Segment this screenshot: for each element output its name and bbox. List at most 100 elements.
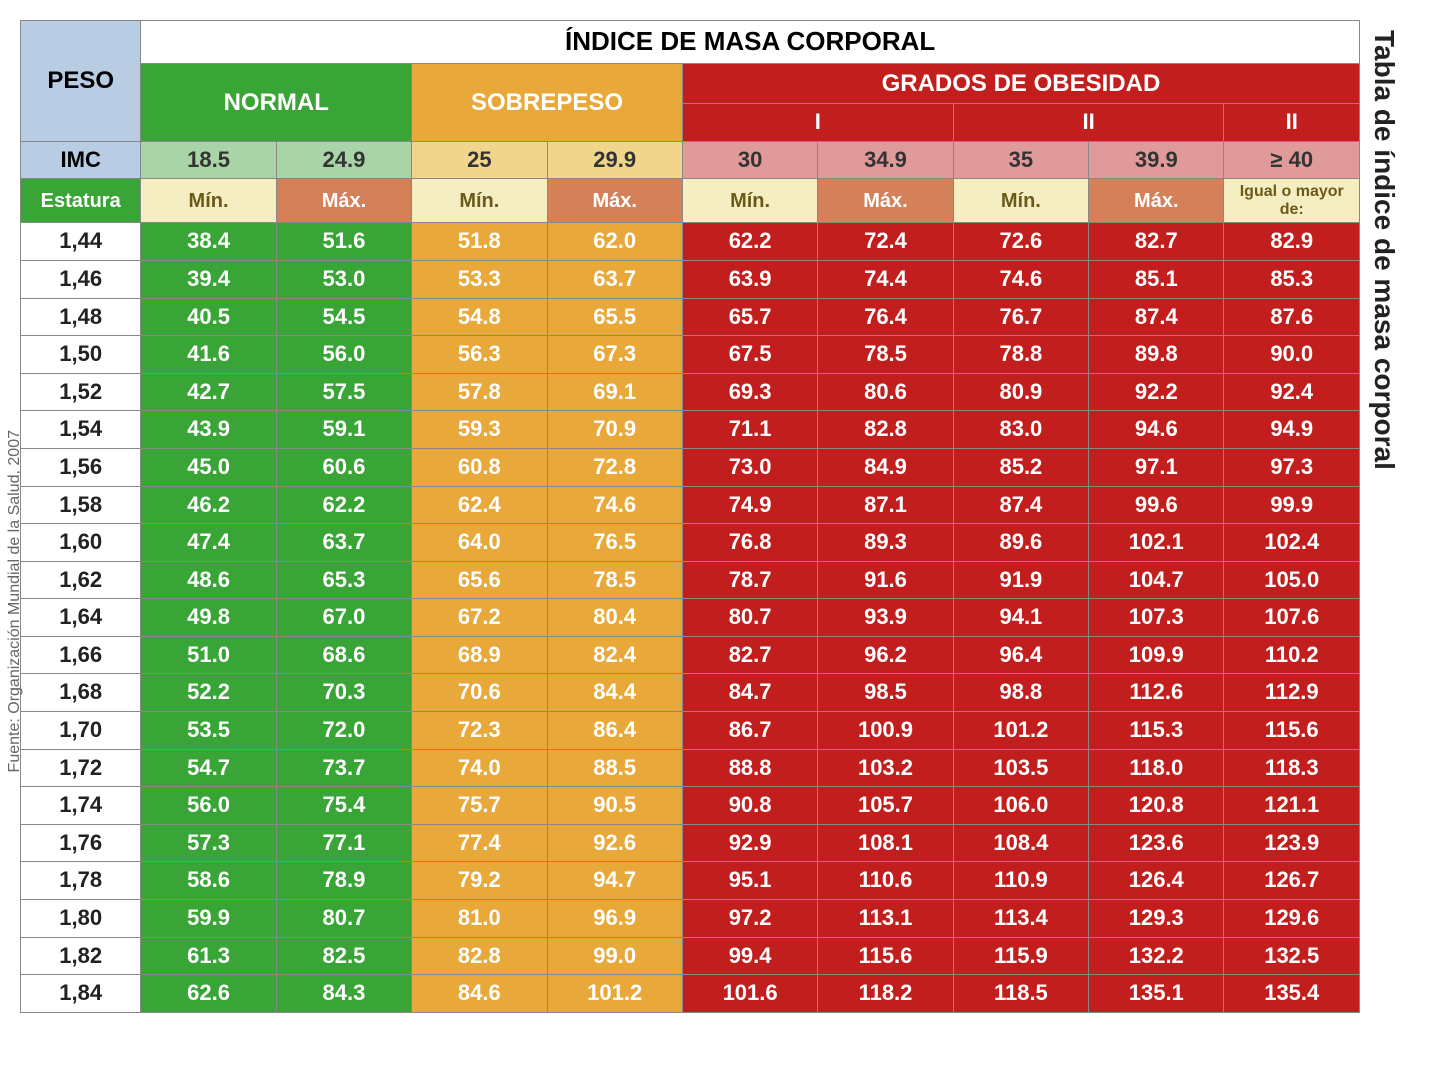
value-cell: 74.6 <box>547 486 682 524</box>
table-row: 1,8261.382.582.899.099.4115.6115.9132.21… <box>21 937 1360 975</box>
header-min-2: Mín. <box>682 179 817 223</box>
height-cell: 1,80 <box>21 900 141 938</box>
value-cell: 118.0 <box>1089 749 1224 787</box>
value-cell: 99.9 <box>1224 486 1360 524</box>
imc-val-8: ≥ 40 <box>1224 141 1360 179</box>
value-cell: 76.7 <box>953 298 1088 336</box>
value-cell: 67.5 <box>682 336 817 374</box>
table-row: 1,8059.980.781.096.997.2113.1113.4129.31… <box>21 900 1360 938</box>
value-cell: 80.6 <box>818 373 953 411</box>
header-grade-3: II <box>1224 103 1360 141</box>
value-cell: 92.2 <box>1089 373 1224 411</box>
height-cell: 1,60 <box>21 524 141 562</box>
value-cell: 90.8 <box>682 787 817 825</box>
value-cell: 62.2 <box>682 223 817 261</box>
value-cell: 40.5 <box>141 298 276 336</box>
value-cell: 62.2 <box>276 486 411 524</box>
height-cell: 1,76 <box>21 824 141 862</box>
value-cell: 87.1 <box>818 486 953 524</box>
value-cell: 65.6 <box>412 561 547 599</box>
value-cell: 96.2 <box>818 636 953 674</box>
value-cell: 51.6 <box>276 223 411 261</box>
value-cell: 123.9 <box>1224 824 1360 862</box>
height-cell: 1,46 <box>21 260 141 298</box>
value-cell: 112.9 <box>1224 674 1360 712</box>
value-cell: 85.1 <box>1089 260 1224 298</box>
value-cell: 76.5 <box>547 524 682 562</box>
value-cell: 84.4 <box>547 674 682 712</box>
value-cell: 75.7 <box>412 787 547 825</box>
value-cell: 89.3 <box>818 524 953 562</box>
value-cell: 51.8 <box>412 223 547 261</box>
imc-val-6: 35 <box>953 141 1088 179</box>
table-row: 1,7254.773.774.088.588.8103.2103.5118.01… <box>21 749 1360 787</box>
value-cell: 115.9 <box>953 937 1088 975</box>
imc-val-4: 30 <box>682 141 817 179</box>
value-cell: 99.4 <box>682 937 817 975</box>
table-row: 1,5645.060.660.872.873.084.985.297.197.3 <box>21 448 1360 486</box>
height-cell: 1,62 <box>21 561 141 599</box>
table-row: 1,7053.572.072.386.486.7100.9101.2115.31… <box>21 712 1360 750</box>
value-cell: 72.8 <box>547 448 682 486</box>
height-cell: 1,72 <box>21 749 141 787</box>
value-cell: 123.6 <box>1089 824 1224 862</box>
value-cell: 108.4 <box>953 824 1088 862</box>
value-cell: 72.4 <box>818 223 953 261</box>
value-cell: 107.3 <box>1089 599 1224 637</box>
value-cell: 45.0 <box>141 448 276 486</box>
value-cell: 56.3 <box>412 336 547 374</box>
value-cell: 68.6 <box>276 636 411 674</box>
value-cell: 58.6 <box>141 862 276 900</box>
imc-val-0: 18.5 <box>141 141 276 179</box>
table-row: 1,6248.665.365.678.578.791.691.9104.7105… <box>21 561 1360 599</box>
value-cell: 46.2 <box>141 486 276 524</box>
value-cell: 63.9 <box>682 260 817 298</box>
header-sobrepeso: SOBREPESO <box>412 63 683 141</box>
value-cell: 81.0 <box>412 900 547 938</box>
value-cell: 88.5 <box>547 749 682 787</box>
value-cell: 56.0 <box>276 336 411 374</box>
value-cell: 94.9 <box>1224 411 1360 449</box>
table-body: 1,4438.451.651.862.062.272.472.682.782.9… <box>21 223 1360 1012</box>
value-cell: 104.7 <box>1089 561 1224 599</box>
header-grade-1: I <box>682 103 953 141</box>
value-cell: 97.1 <box>1089 448 1224 486</box>
table-row: 1,5846.262.262.474.674.987.187.499.699.9 <box>21 486 1360 524</box>
value-cell: 65.3 <box>276 561 411 599</box>
height-cell: 1,74 <box>21 787 141 825</box>
value-cell: 67.0 <box>276 599 411 637</box>
height-cell: 1,84 <box>21 975 141 1013</box>
table-row: 1,4840.554.554.865.565.776.476.787.487.6 <box>21 298 1360 336</box>
table-row: 1,5242.757.557.869.169.380.680.992.292.4 <box>21 373 1360 411</box>
table-row: 1,6651.068.668.982.482.796.296.4109.9110… <box>21 636 1360 674</box>
value-cell: 56.0 <box>141 787 276 825</box>
header-igual: Igual o mayor de: <box>1224 179 1360 223</box>
height-cell: 1,68 <box>21 674 141 712</box>
value-cell: 53.0 <box>276 260 411 298</box>
value-cell: 65.5 <box>547 298 682 336</box>
value-cell: 84.6 <box>412 975 547 1013</box>
value-cell: 90.0 <box>1224 336 1360 374</box>
value-cell: 59.3 <box>412 411 547 449</box>
value-cell: 69.1 <box>547 373 682 411</box>
value-cell: 87.6 <box>1224 298 1360 336</box>
header-main-title: ÍNDICE DE MASA CORPORAL <box>141 21 1360 64</box>
value-cell: 43.9 <box>141 411 276 449</box>
value-cell: 76.8 <box>682 524 817 562</box>
imc-val-3: 29.9 <box>547 141 682 179</box>
value-cell: 86.4 <box>547 712 682 750</box>
value-cell: 98.8 <box>953 674 1088 712</box>
value-cell: 113.1 <box>818 900 953 938</box>
header-estatura: Estatura <box>21 179 141 223</box>
height-cell: 1,44 <box>21 223 141 261</box>
table-row: 1,8462.684.384.6101.2101.6118.2118.5135.… <box>21 975 1360 1013</box>
height-cell: 1,82 <box>21 937 141 975</box>
table-row: 1,4438.451.651.862.062.272.472.682.782.9 <box>21 223 1360 261</box>
value-cell: 129.3 <box>1089 900 1224 938</box>
value-cell: 69.3 <box>682 373 817 411</box>
value-cell: 115.6 <box>1224 712 1360 750</box>
value-cell: 101.6 <box>682 975 817 1013</box>
value-cell: 113.4 <box>953 900 1088 938</box>
value-cell: 118.3 <box>1224 749 1360 787</box>
height-cell: 1,70 <box>21 712 141 750</box>
